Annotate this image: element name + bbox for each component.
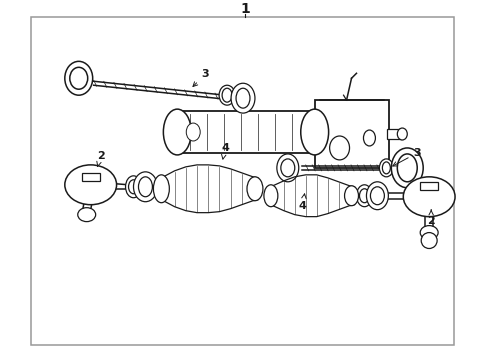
Ellipse shape [139, 177, 152, 197]
Ellipse shape [367, 182, 389, 210]
Ellipse shape [247, 177, 263, 201]
Ellipse shape [281, 159, 295, 177]
Ellipse shape [70, 67, 88, 89]
Ellipse shape [277, 154, 299, 182]
Ellipse shape [382, 162, 391, 174]
Bar [388, 129, 402, 139]
Ellipse shape [330, 136, 349, 160]
Bar [31, 17, 454, 345]
Ellipse shape [364, 130, 375, 146]
Ellipse shape [125, 176, 142, 198]
Ellipse shape [186, 123, 200, 141]
Ellipse shape [65, 165, 117, 205]
Text: 2: 2 [427, 210, 435, 226]
Ellipse shape [403, 177, 455, 217]
Bar [420, 182, 438, 190]
Ellipse shape [236, 88, 250, 108]
Text: 1: 1 [240, 1, 250, 15]
Ellipse shape [344, 186, 359, 206]
Ellipse shape [153, 175, 170, 203]
Ellipse shape [222, 88, 232, 102]
Bar [315, 100, 390, 168]
Text: 3: 3 [193, 69, 209, 86]
Ellipse shape [301, 109, 329, 155]
Ellipse shape [392, 148, 423, 188]
Ellipse shape [133, 172, 157, 202]
Ellipse shape [128, 180, 139, 194]
Ellipse shape [78, 208, 96, 222]
Ellipse shape [360, 189, 369, 203]
Ellipse shape [231, 83, 255, 113]
Bar [175, 111, 318, 153]
Text: 3: 3 [393, 148, 421, 166]
Text: 4: 4 [221, 143, 229, 159]
Ellipse shape [219, 85, 235, 105]
Ellipse shape [421, 233, 437, 248]
Ellipse shape [357, 185, 372, 207]
Bar [82, 173, 99, 181]
Ellipse shape [397, 154, 417, 182]
Ellipse shape [163, 109, 191, 155]
Ellipse shape [65, 61, 93, 95]
Ellipse shape [370, 187, 384, 205]
Text: 2: 2 [97, 151, 104, 167]
Text: 4: 4 [299, 194, 307, 211]
Ellipse shape [264, 185, 278, 207]
Ellipse shape [397, 128, 407, 140]
Ellipse shape [420, 226, 438, 239]
Ellipse shape [379, 159, 393, 177]
